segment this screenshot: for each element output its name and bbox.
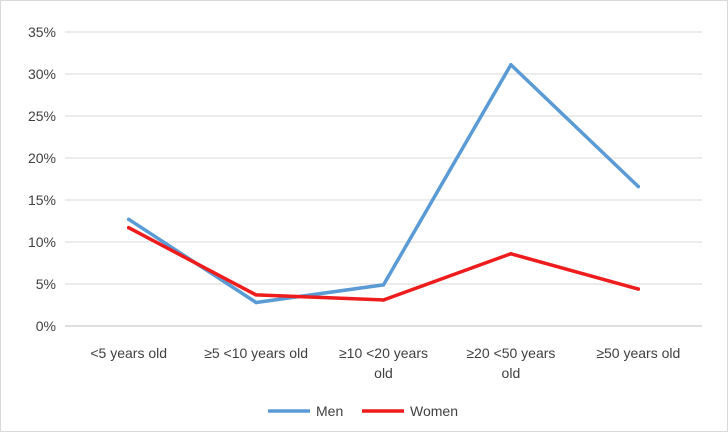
data-point-men xyxy=(509,63,513,67)
y-tick-label: 30% xyxy=(28,66,56,82)
y-tick-label: 20% xyxy=(28,150,56,166)
gridlines xyxy=(65,31,702,327)
y-tick-label: 10% xyxy=(28,234,56,250)
data-point-men xyxy=(636,184,641,189)
x-tick-label: ≥10 <20 years old xyxy=(339,345,428,381)
y-tick-label: 15% xyxy=(28,192,56,208)
y-axis-ticks: 0% 5% 10% 15% 20% 25% 30% 35% xyxy=(28,24,56,334)
x-tick-label: ≥50 years old xyxy=(596,345,680,361)
data-point-women xyxy=(254,293,258,297)
x-tick-label-line: old xyxy=(502,365,521,381)
x-tick-label: ≥20 <50 years old xyxy=(466,345,555,381)
x-tick-label-line: ≥20 <50 years xyxy=(466,345,555,361)
data-point-men xyxy=(254,300,258,305)
x-tick-label-line: old xyxy=(374,365,393,381)
data-point-men xyxy=(381,283,386,287)
x-tick-label-line: ≥50 years old xyxy=(596,345,680,361)
data-point-women xyxy=(126,225,131,230)
legend-label-men: Men xyxy=(316,403,343,419)
legend: Men Women xyxy=(268,403,458,419)
series-lines xyxy=(126,63,641,305)
legend-label-women: Women xyxy=(410,403,458,419)
x-tick-label: ≥5 <10 years old xyxy=(204,345,308,361)
x-tick-label-line: <5 years old xyxy=(90,345,167,361)
y-tick-label: 35% xyxy=(28,24,56,40)
y-tick-label: 25% xyxy=(28,108,56,124)
x-tick-label-line: ≥10 <20 years xyxy=(339,345,428,361)
data-point-women xyxy=(636,287,641,291)
data-point-women xyxy=(509,252,513,256)
data-point-women xyxy=(381,298,386,302)
x-axis-ticks: <5 years old ≥5 <10 years old ≥10 <20 year… xyxy=(90,345,680,381)
y-tick-label: 0% xyxy=(36,318,56,334)
x-tick-label-line: ≥5 <10 years old xyxy=(204,345,308,361)
x-tick-label: <5 years old xyxy=(90,345,167,361)
y-tick-label: 5% xyxy=(36,276,56,292)
data-point-men xyxy=(126,217,131,222)
